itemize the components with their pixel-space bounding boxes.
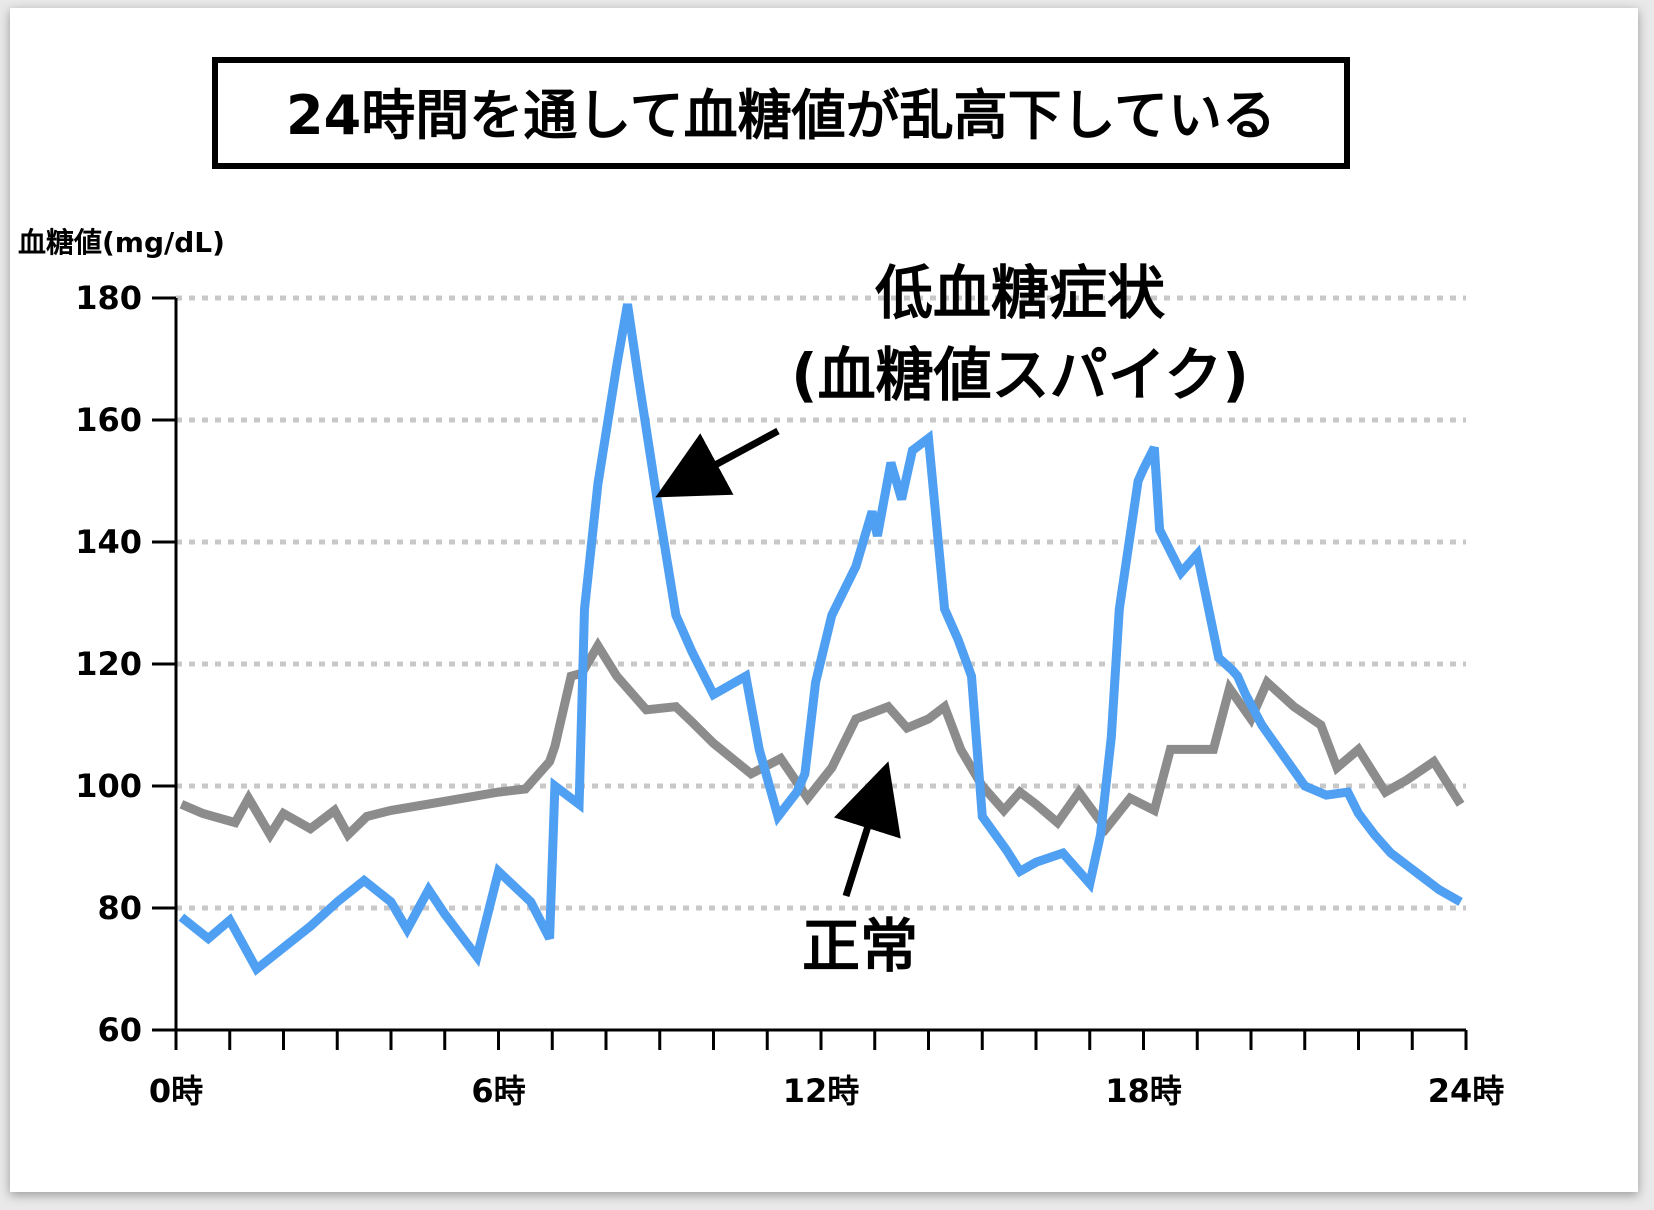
y-tick-label: 100 [75, 767, 142, 805]
annotation-spike-sublabel: (血糖値スパイク) [791, 341, 1249, 409]
y-tick-label: 60 [97, 1011, 142, 1049]
x-tick-labels: 0時 6時 12時 18時 24時 [149, 1072, 1504, 1110]
chart-card: 24時間を通して血糖値が乱高下している 血糖値(mg/dL) 60 80 100 12… [10, 8, 1638, 1192]
annotation-normal-label: 正常 [802, 912, 918, 980]
series-line-normal [179, 636, 1465, 844]
x-tick-label: 12時 [783, 1072, 860, 1110]
annotation-spike: 低血糖症状 (血糖値スパイク) [655, 259, 1249, 498]
series-line-spike [178, 303, 1463, 976]
x-tick-label: 6時 [471, 1072, 525, 1110]
x-tick-label: 18時 [1105, 1072, 1182, 1110]
annotation-spike-label: 低血糖症状 [875, 259, 1166, 327]
chart-title-box: 24時間を通して血糖値が乱高下している [212, 57, 1350, 169]
annotation-normal-arrow [834, 761, 901, 898]
x-tick-label: 0時 [149, 1072, 203, 1110]
x-tick-label: 24時 [1428, 1072, 1505, 1110]
y-tick-label: 140 [75, 523, 142, 561]
chart-title: 24時間を通して血糖値が乱高下している [286, 84, 1276, 147]
y-tick-label: 160 [75, 401, 142, 439]
y-tick-label: 120 [75, 645, 142, 683]
annotation-normal: 正常 [802, 761, 918, 980]
y-tick-label: 80 [97, 889, 142, 927]
annotation-spike-arrow [655, 427, 780, 498]
series-lines [178, 303, 1465, 976]
y-tick-label: 180 [75, 279, 142, 317]
y-tick-labels: 60 80 100 120 140 160 180 [75, 279, 142, 1049]
axes [152, 296, 1468, 1050]
glucose-chart: 24時間を通して血糖値が乱高下している 血糖値(mg/dL) 60 80 100 12… [18, 57, 1504, 1110]
y-axis-label: 血糖値(mg/dL) [18, 226, 225, 259]
